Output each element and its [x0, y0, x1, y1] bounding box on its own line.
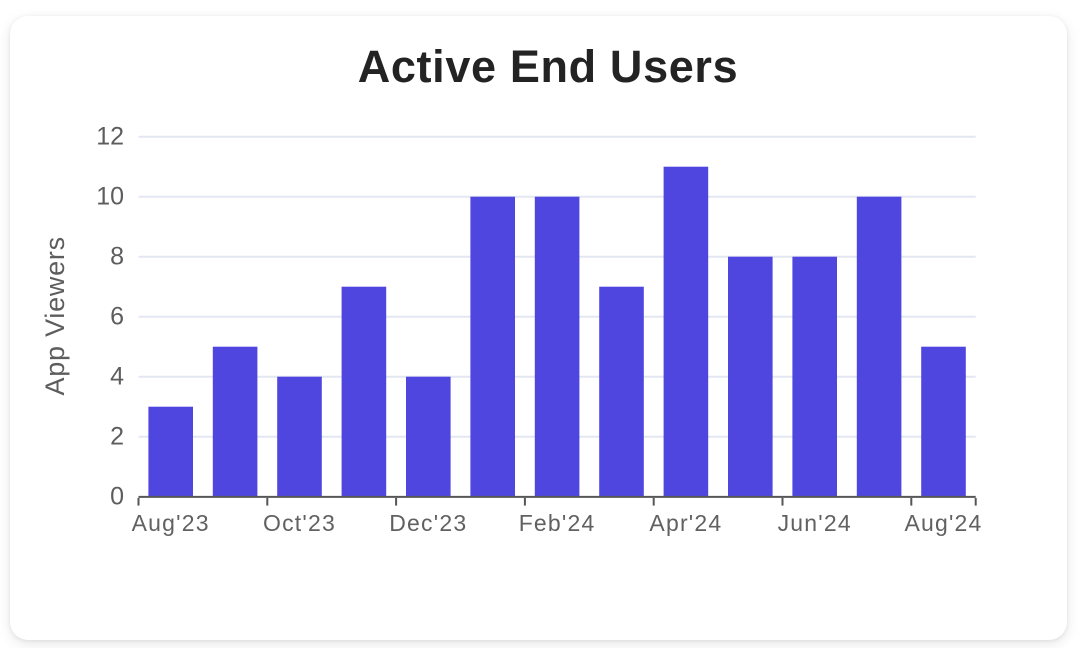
svg-text:Apr'24: Apr'24 [649, 510, 722, 536]
svg-text:6: 6 [110, 302, 124, 330]
svg-text:Active End Users: Active End Users [358, 41, 739, 92]
svg-text:12: 12 [96, 122, 124, 150]
svg-text:4: 4 [110, 362, 124, 390]
svg-text:App Viewers: App Viewers [40, 236, 70, 395]
svg-text:0: 0 [110, 482, 124, 510]
svg-text:8: 8 [110, 242, 124, 270]
svg-text:Feb'24: Feb'24 [519, 510, 596, 536]
svg-text:Aug'23: Aug'23 [132, 510, 210, 536]
svg-text:Jun'24: Jun'24 [778, 510, 852, 536]
svg-text:Dec'23: Dec'23 [389, 510, 467, 536]
svg-text:10: 10 [96, 182, 124, 210]
svg-text:Oct'23: Oct'23 [263, 510, 336, 536]
svg-text:2: 2 [110, 422, 124, 450]
svg-text:Aug'24: Aug'24 [904, 510, 982, 536]
